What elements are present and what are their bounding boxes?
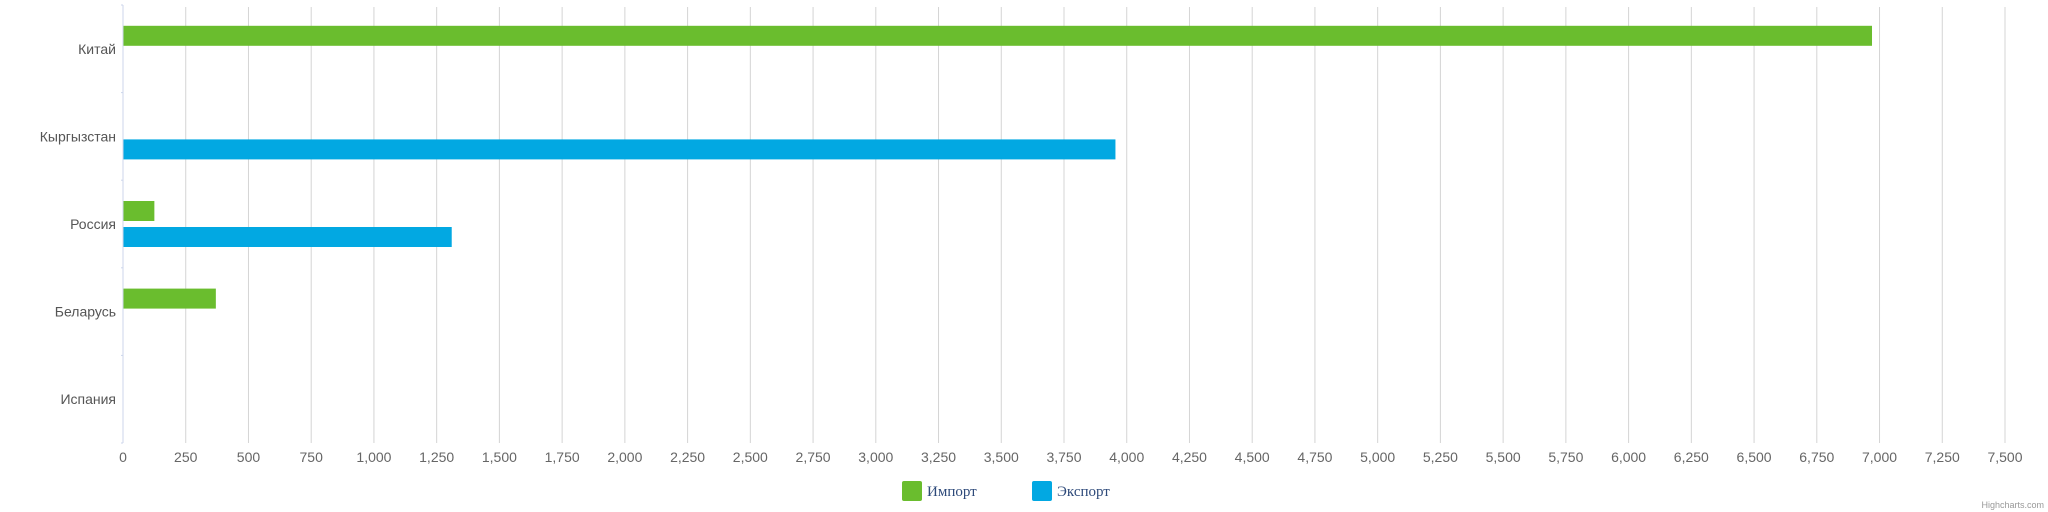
x-tick-label: 6,250: [1674, 449, 1709, 465]
bar-Импорт: [123, 201, 155, 221]
category-labels: Китай Кыргызстан Россия Беларусь Испания: [40, 41, 116, 407]
x-tick-label: 2,250: [670, 449, 705, 465]
x-tick-label: 0: [119, 449, 127, 465]
x-tick-label: 7,500: [1987, 449, 2022, 465]
category-label: Беларусь: [55, 304, 116, 320]
x-tick-label: 1,250: [419, 449, 454, 465]
x-tick-label: 5,500: [1486, 449, 1521, 465]
category-label: Китай: [78, 41, 116, 57]
x-tick-label: 500: [237, 449, 261, 465]
category-label: Кыргызстан: [40, 128, 116, 144]
x-tick-label: 5,250: [1423, 449, 1458, 465]
x-tick-label: 4,750: [1297, 449, 1332, 465]
x-tick-label: 6,000: [1611, 449, 1646, 465]
bar-Экспорт: [123, 227, 452, 247]
bar-Импорт: [123, 25, 1873, 46]
x-tick-label: 1,750: [545, 449, 580, 465]
x-tick-label: 2,750: [796, 449, 831, 465]
x-tick-label: 5,000: [1360, 449, 1395, 465]
x-tick-label: 3,750: [1046, 449, 1081, 465]
legend-item-label: Импорт: [927, 484, 977, 500]
x-tick-label: 5,750: [1548, 449, 1583, 465]
category-label: Испания: [60, 391, 116, 407]
legend-item-label: Экспорт: [1057, 484, 1110, 500]
x-tick-label: 750: [300, 449, 324, 465]
legend-swatch: [902, 481, 922, 501]
x-tick-label: 7,000: [1862, 449, 1897, 465]
x-tick-label: 3,250: [921, 449, 956, 465]
legend-swatch: [1032, 481, 1052, 501]
bar-Импорт: [123, 288, 216, 309]
y-axis: [121, 4, 124, 444]
x-tick-label: 2,000: [607, 449, 642, 465]
x-tick-label: 6,750: [1799, 449, 1834, 465]
x-tick-label: 3,500: [984, 449, 1019, 465]
x-axis-tick-labels: 0 250 500 750 1,000 1,250 1,500 1,750 2,000 2,250…: [119, 449, 2023, 465]
bars: [123, 25, 1873, 309]
category-label: Россия: [70, 216, 116, 232]
x-tick-label: 3,000: [858, 449, 893, 465]
x-tick-label: 2,500: [733, 449, 768, 465]
credits-text[interactable]: Highcharts.com: [1981, 500, 2044, 510]
x-tick-label: 4,000: [1109, 449, 1144, 465]
x-tick-label: 7,250: [1925, 449, 1960, 465]
legend: Импорт Экспорт: [902, 481, 1110, 501]
x-tick-label: 1,000: [356, 449, 391, 465]
grid-lines: [185, 7, 2006, 443]
x-tick-label: 4,500: [1235, 449, 1270, 465]
x-tick-label: 1,500: [482, 449, 517, 465]
bar-Экспорт: [123, 139, 1116, 160]
x-tick-label: 4,250: [1172, 449, 1207, 465]
x-tick-label: 6,500: [1737, 449, 1772, 465]
x-tick-label: 250: [174, 449, 198, 465]
